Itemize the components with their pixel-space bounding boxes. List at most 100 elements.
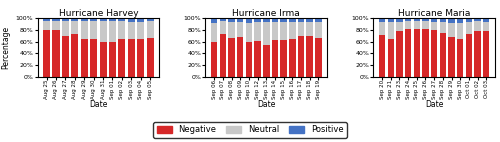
Bar xyxy=(474,21,481,31)
Bar xyxy=(80,39,87,77)
Bar xyxy=(388,22,394,39)
Bar xyxy=(379,18,386,22)
Title: Hurricane Maria: Hurricane Maria xyxy=(398,9,470,18)
Bar xyxy=(220,21,226,34)
Bar xyxy=(100,42,106,77)
Bar xyxy=(379,22,386,35)
Bar xyxy=(474,31,481,77)
Bar xyxy=(422,29,428,77)
Bar xyxy=(315,22,322,38)
Bar xyxy=(405,18,411,21)
Title: Hurricane Harvey: Hurricane Harvey xyxy=(58,9,138,18)
Bar xyxy=(440,22,446,33)
Bar xyxy=(220,34,226,77)
Bar xyxy=(146,18,154,21)
Bar xyxy=(52,18,60,21)
Bar xyxy=(457,39,464,77)
Bar xyxy=(315,18,322,22)
Bar xyxy=(246,18,252,23)
Bar xyxy=(448,23,455,37)
Bar xyxy=(298,18,304,22)
Title: Hurricane Irma: Hurricane Irma xyxy=(232,9,300,18)
Bar xyxy=(396,18,402,22)
Bar xyxy=(422,18,428,21)
Bar xyxy=(228,22,235,38)
Bar xyxy=(280,22,287,40)
Bar xyxy=(220,18,226,21)
Bar xyxy=(298,36,304,77)
Bar xyxy=(254,18,261,22)
Bar xyxy=(137,39,144,77)
Bar xyxy=(457,18,464,23)
X-axis label: Date: Date xyxy=(89,100,108,109)
Bar xyxy=(431,18,438,22)
Bar xyxy=(146,21,154,38)
Bar xyxy=(379,35,386,77)
Bar xyxy=(448,18,455,23)
Bar xyxy=(272,18,278,22)
Bar xyxy=(246,23,252,42)
Bar xyxy=(118,21,126,39)
Bar xyxy=(80,21,87,39)
Bar xyxy=(306,18,313,22)
Bar xyxy=(254,22,261,41)
Bar xyxy=(228,38,235,77)
Bar xyxy=(440,18,446,22)
Bar xyxy=(298,22,304,36)
Y-axis label: Percentage: Percentage xyxy=(1,26,10,69)
Bar xyxy=(457,23,464,39)
Bar xyxy=(388,18,394,22)
Bar xyxy=(62,21,69,36)
Bar xyxy=(211,18,218,23)
Bar xyxy=(483,18,490,22)
Bar xyxy=(90,18,97,21)
Bar xyxy=(52,21,60,30)
Bar xyxy=(128,18,135,22)
Bar xyxy=(137,18,144,22)
Bar xyxy=(118,39,126,77)
Bar xyxy=(431,22,438,30)
Bar xyxy=(396,22,402,31)
Bar xyxy=(466,18,472,22)
Bar xyxy=(62,36,69,77)
Bar xyxy=(483,31,490,77)
Bar xyxy=(109,21,116,42)
Bar xyxy=(414,21,420,29)
Bar xyxy=(263,18,270,22)
Bar xyxy=(306,22,313,36)
Bar xyxy=(396,31,402,77)
Bar xyxy=(237,22,244,37)
Bar xyxy=(146,38,154,77)
Bar xyxy=(72,18,78,21)
Bar xyxy=(405,21,411,29)
Bar xyxy=(414,29,420,77)
Bar xyxy=(405,29,411,77)
Bar xyxy=(72,34,78,77)
Bar xyxy=(211,23,218,42)
Bar xyxy=(466,22,472,34)
Bar xyxy=(100,21,106,42)
Bar xyxy=(62,18,69,21)
Bar xyxy=(128,39,135,77)
Bar xyxy=(466,34,472,77)
Bar xyxy=(280,40,287,77)
Bar xyxy=(237,18,244,22)
Bar xyxy=(109,42,116,77)
Bar xyxy=(263,22,270,45)
Bar xyxy=(52,30,60,77)
Bar xyxy=(272,40,278,77)
Bar xyxy=(388,39,394,77)
Bar xyxy=(137,22,144,39)
Bar xyxy=(306,36,313,77)
Bar xyxy=(118,18,126,21)
Bar xyxy=(90,39,97,77)
X-axis label: Date: Date xyxy=(425,100,444,109)
Bar xyxy=(43,18,50,21)
Bar xyxy=(474,18,481,21)
Bar xyxy=(90,21,97,39)
Bar xyxy=(431,30,438,77)
Bar xyxy=(289,39,296,77)
Bar xyxy=(72,21,78,34)
Bar xyxy=(440,33,446,77)
Bar xyxy=(246,42,252,77)
